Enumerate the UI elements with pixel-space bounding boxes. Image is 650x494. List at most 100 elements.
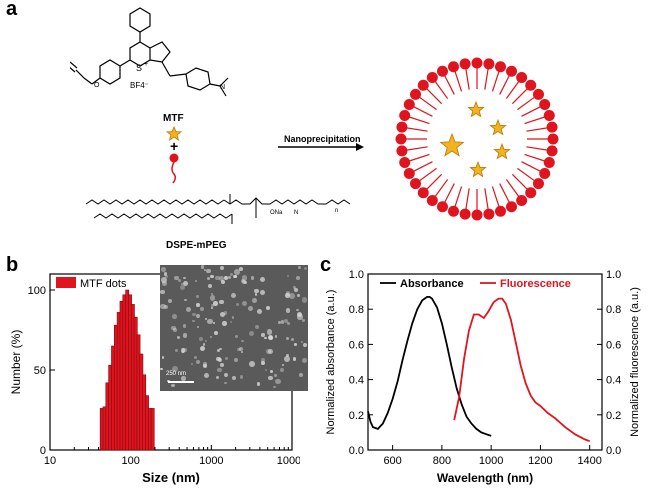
- lipid-tail: [408, 153, 430, 162]
- tem-particle: [285, 336, 290, 341]
- tem-particle: [202, 343, 206, 346]
- tem-particle: [176, 335, 181, 340]
- y-axis-label: Number (%): [9, 330, 23, 395]
- tem-particle: [200, 346, 206, 352]
- tem-particle: [275, 378, 281, 385]
- lipid-tail: [425, 173, 443, 191]
- lipid-head: [399, 110, 411, 122]
- y2-tick-label: 0.8: [606, 304, 621, 316]
- tem-particle: [222, 321, 227, 326]
- star-icon: [166, 126, 182, 141]
- tem-particle: [292, 357, 297, 361]
- lipid-tail: [412, 105, 433, 117]
- y2-tick-label: 1.0: [606, 269, 621, 281]
- tem-particle: [171, 365, 178, 372]
- tem-particle: [290, 338, 294, 342]
- lipid-head: [516, 194, 528, 206]
- tem-particle: [233, 274, 237, 278]
- lipid-tail: [408, 116, 430, 125]
- tem-particle: [303, 266, 307, 270]
- tem-particle: [264, 368, 268, 372]
- tem-particle: [300, 341, 303, 343]
- sulfur-label: S: [136, 63, 142, 73]
- y2-axis-label: Normalized fluorescence (a.u.): [629, 287, 641, 437]
- tem-particle: [255, 324, 260, 330]
- tem-particle: [225, 357, 228, 360]
- mtf-label: MTF: [163, 113, 184, 124]
- legend-swatch: [56, 277, 76, 288]
- oxygen-label: O: [94, 82, 100, 89]
- lipid-tail: [484, 188, 489, 211]
- y-axis-label: Normalized absorbance (a.u.): [325, 290, 337, 435]
- tem-particle: [194, 355, 198, 359]
- scale-bar-label: 250 nm: [166, 371, 187, 377]
- tem-particle: [281, 363, 285, 367]
- lipid-tail: [425, 87, 443, 105]
- y2-tick-label: 0.2: [606, 410, 621, 422]
- x-tick-label: 100: [121, 455, 139, 467]
- star-icon: [493, 142, 511, 160]
- tem-particle: [285, 293, 290, 298]
- lipid-tail: [526, 146, 549, 151]
- tem-particle: [266, 306, 271, 310]
- tem-particle: [200, 307, 205, 312]
- tem-particle: [185, 307, 191, 313]
- tem-particle: [219, 275, 225, 281]
- lipid-tail: [521, 161, 542, 173]
- tem-particle: [297, 314, 303, 320]
- tem-particle: [239, 267, 243, 271]
- tem-particle: [224, 381, 227, 385]
- tem-particle: [230, 293, 236, 298]
- lipid-head: [417, 187, 429, 199]
- plus-sign: +: [170, 138, 179, 154]
- tem-particle: [239, 374, 244, 379]
- lipid-icon: [169, 153, 179, 184]
- tem-particle: [160, 303, 167, 310]
- tem-particle: [182, 333, 188, 339]
- y2-tick-label: 0.0: [606, 445, 621, 457]
- lipid-head: [506, 65, 518, 77]
- tem-particle: [210, 274, 214, 279]
- tem-particle: [162, 280, 167, 286]
- tem-particle: [192, 312, 196, 317]
- lipid-head: [516, 72, 528, 84]
- tem-particle: [234, 358, 239, 363]
- tem-particle: [213, 301, 218, 306]
- lipid-head: [494, 61, 506, 73]
- legend-label: Absorbance: [400, 278, 464, 290]
- lipid-tail: [434, 179, 449, 198]
- tem-particle: [254, 288, 259, 294]
- tem-particle: [174, 275, 179, 281]
- tem-particle: [210, 304, 214, 308]
- tem-particle: [242, 300, 248, 306]
- tem-particle: [236, 303, 239, 307]
- tem-particle: [249, 361, 255, 368]
- absorbance-fluorescence-chart: 600 800 1000 1200 1400 0.0 0.0 0.2 0.2 0.4 0.4 0.6 0…: [325, 269, 641, 485]
- dspe-mpeg-label: DSPE-mPEG: [166, 240, 227, 251]
- tem-particle: [211, 293, 214, 296]
- tem-particle: [196, 314, 200, 318]
- lipid-head: [539, 168, 551, 180]
- tem-particle: [252, 297, 257, 303]
- tem-particle: [274, 374, 277, 377]
- tem-particle: [285, 353, 290, 358]
- tem-particle: [209, 295, 216, 301]
- arrow-icon: [278, 143, 364, 151]
- arrow-label: Nanoprecipitation: [284, 134, 361, 144]
- tem-particle: [200, 265, 205, 269]
- lipid-head: [532, 178, 544, 190]
- tem-particle: [267, 329, 273, 335]
- micelle-diagram: [395, 57, 559, 221]
- y-tick-label: 100: [28, 285, 46, 297]
- x-tick-label: 800: [433, 455, 451, 467]
- lipid-tail: [443, 74, 455, 95]
- tem-particle: [219, 311, 226, 318]
- x-tick-label: 10: [44, 455, 56, 467]
- x-tick-label: 1000: [479, 455, 503, 467]
- tem-particle: [256, 382, 261, 386]
- lipid-head: [546, 121, 558, 133]
- scale-bar: [168, 381, 194, 383]
- lipid-head: [471, 57, 483, 69]
- tem-particle: [288, 292, 295, 299]
- tem-particle: [203, 268, 207, 272]
